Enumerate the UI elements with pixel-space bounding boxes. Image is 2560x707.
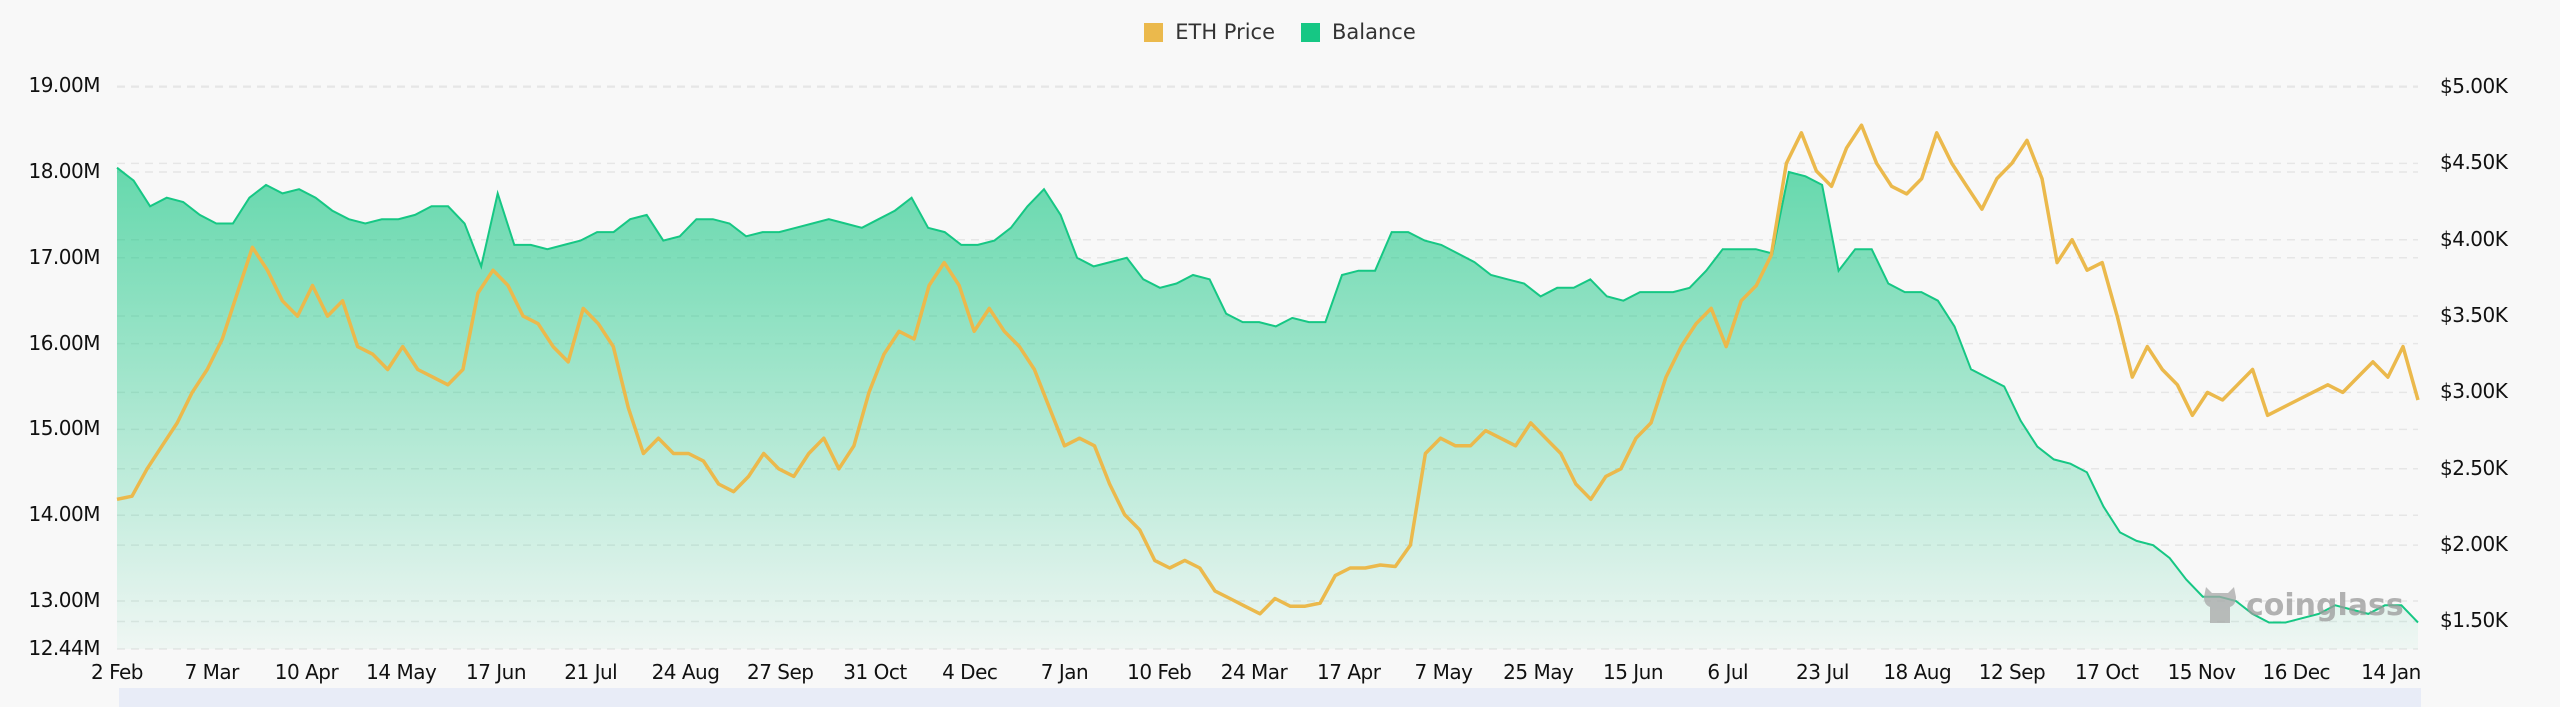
x-tick-label: 4 Dec [942, 660, 998, 684]
y-left-tick-label: 18.00M [28, 159, 100, 183]
x-tick-label: 21 Jul [564, 660, 618, 684]
y-right-tick-label: $3.00K [2440, 379, 2508, 404]
legend-label-balance: Balance [1332, 20, 1416, 44]
x-tick-label: 14 May [366, 660, 437, 684]
x-tick-label: 7 May [1414, 660, 1473, 684]
range-slider-track[interactable] [119, 688, 2421, 707]
coinglass-logo-icon [2204, 587, 2236, 623]
y-left-tick-label: 15.00M [28, 416, 100, 441]
x-tick-label: 24 Mar [1220, 660, 1288, 684]
x-tick-label: 10 Feb [1127, 660, 1192, 684]
x-tick-label: 25 May [1503, 660, 1574, 684]
y-right-tick-label: $4.00K [2440, 226, 2508, 251]
y-left-tick-label: 13.00M [28, 588, 100, 612]
eth-price-swatch-icon [1144, 22, 1164, 42]
balance-area [117, 167, 2418, 650]
legend-label-eth-price: ETH Price [1175, 20, 1276, 44]
x-tick-label: 31 Oct [843, 660, 907, 684]
x-tick-label: 17 Jun [465, 660, 527, 684]
y-right-tick-label: $2.00K [2440, 532, 2508, 557]
coinglass-watermark: coinglass [2200, 583, 2404, 627]
x-tick-label: 7 Jan [1040, 660, 1089, 684]
x-tick-label: 16 Dec [2262, 660, 2331, 684]
y-right-tick-label: $3.50K [2440, 303, 2508, 328]
x-tick-label: 15 Nov [2167, 660, 2236, 684]
y-right-tick-label: $2.50K [2440, 455, 2508, 480]
y-right-tick-label: $1.50K [2440, 608, 2508, 633]
x-tick-label: 18 Aug [1883, 660, 1952, 684]
legend-item-balance[interactable]: Balance [1301, 20, 1416, 44]
y-left-tick-label: 17.00M [28, 244, 100, 269]
x-tick-label: 27 Sep [746, 660, 814, 684]
x-tick-label: 17 Oct [2075, 660, 2139, 684]
x-tick-label: 23 Jul [1796, 660, 1849, 684]
x-tick-label: 15 Jun [1602, 660, 1664, 684]
x-tick-label: 24 Aug [651, 660, 720, 684]
x-tick-label: 12 Sep [1978, 660, 2046, 684]
balance-line [116, 166, 2419, 624]
legend-item-eth-price[interactable]: ETH Price [1144, 20, 1275, 44]
x-tick-label: 7 Mar [184, 660, 240, 684]
y-left-tick-label: 16.00M [28, 330, 100, 355]
y-left-tick-label: 14.00M [28, 502, 100, 527]
x-tick-label: 10 Apr [274, 660, 339, 684]
eth-price-line [116, 123, 2420, 616]
y-left-tick-label: 19.00M [28, 73, 100, 98]
y-left-tick-label: 12.44M [28, 636, 100, 661]
x-tick-label: 14 Jan [2361, 660, 2421, 684]
x-tick-label: 2 Feb [91, 660, 144, 684]
x-tick-label: 17 Apr [1317, 660, 1381, 684]
watermark-text: coinglass [2246, 587, 2404, 623]
y-right-tick-label: $5.00K [2440, 74, 2508, 98]
y-right-tick-label: $4.50K [2440, 150, 2508, 175]
x-tick-label: 6 Jul [1707, 660, 1749, 684]
balance-swatch-icon [1301, 22, 1321, 42]
chart-legend: ETH Price Balance [0, 20, 2560, 44]
